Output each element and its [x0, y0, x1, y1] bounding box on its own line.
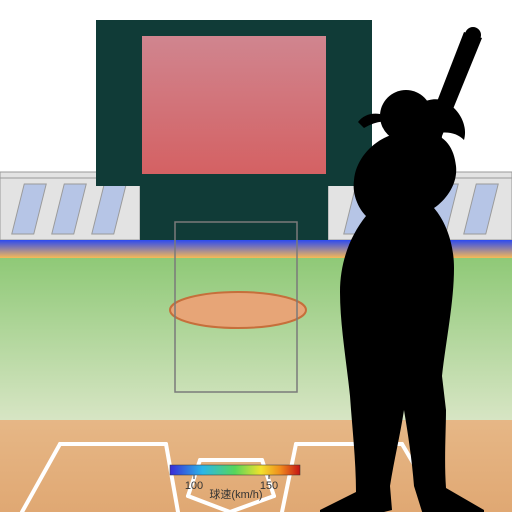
pitch-view-scene: 100150球速(km/h): [0, 0, 512, 512]
legend-label: 球速(km/h): [209, 487, 262, 501]
legend-bar: [170, 465, 300, 475]
strike-zone: [175, 222, 297, 392]
legend-tick: 100: [185, 480, 203, 492]
stage-svg: 100150球速(km/h): [0, 0, 512, 512]
